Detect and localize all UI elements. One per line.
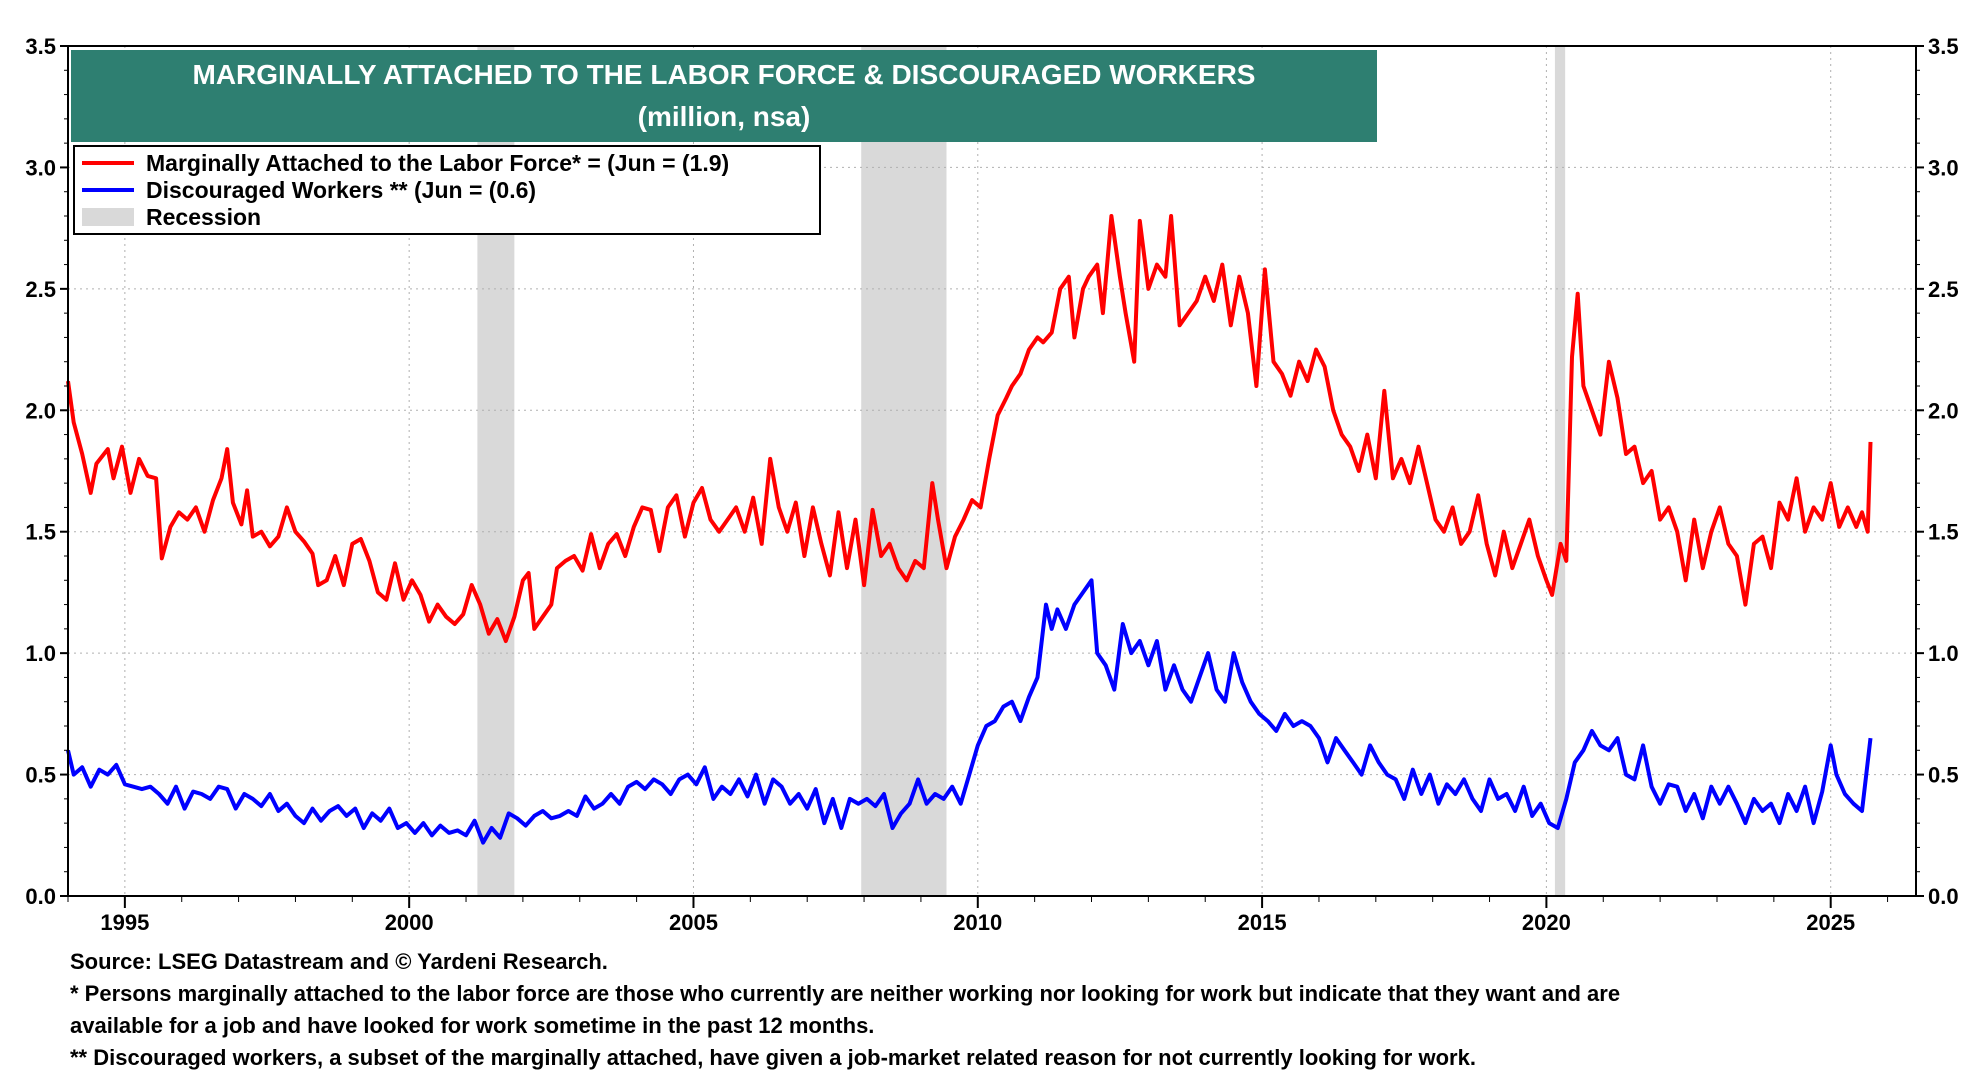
series-lines (66, 214, 1873, 845)
x-tick-label: 2010 (953, 910, 1002, 935)
y-tick-label-right: 3.5 (1928, 34, 1959, 59)
y-tick-label-left: 1.0 (25, 641, 56, 666)
recession-band-3 (1554, 46, 1566, 896)
y-tick-label-right: 1.5 (1928, 520, 1959, 545)
chart-subtitle: (million, nsa) (638, 101, 811, 132)
y-tick-label-right: 3.0 (1928, 155, 1959, 180)
x-tick-label: 2005 (669, 910, 718, 935)
legend-label-1: Marginally Attached to the Labor Force* … (146, 150, 729, 176)
footnotes: Source: LSEG Datastream and © Yardeni Re… (70, 946, 1950, 1074)
y-tick-label-left: 0.5 (25, 763, 56, 788)
chart-title: MARGINALLY ATTACHED TO THE LABOR FORCE &… (193, 59, 1256, 90)
legend: Marginally Attached to the Labor Force* … (73, 145, 821, 235)
plot-frame (67, 45, 1917, 897)
footnote-discouraged-workers: ** Discouraged workers, a subset of the … (70, 1045, 1476, 1070)
y-tick-label-left: 0.0 (25, 884, 56, 909)
series-line-discouraged-workers (66, 578, 1873, 845)
footnote-marginally-attached-line1: * Persons marginally attached to the lab… (70, 981, 1621, 1006)
y-tick-label-left: 3.5 (25, 34, 56, 59)
y-tick-label-left: 2.5 (25, 277, 56, 302)
y-tick-label-right: 1.0 (1928, 641, 1959, 666)
x-tick-label: 2015 (1238, 910, 1287, 935)
footnote-marginally-attached-line2: available for a job and have looked for … (70, 1013, 875, 1038)
legend-swatch-recession (82, 208, 134, 226)
x-tick-label: 2020 (1522, 910, 1571, 935)
title-background (71, 50, 1377, 142)
x-tick-label: 2000 (385, 910, 434, 935)
y-tick-label-left: 3.0 (25, 155, 56, 180)
source-note: Source: LSEG Datastream and © Yardeni Re… (70, 949, 608, 974)
legend-label-3: Recession (146, 204, 261, 230)
recession-band-2 (861, 46, 947, 896)
y-tick-label-right: 2.5 (1928, 277, 1959, 302)
y-tick-label-right: 0.0 (1928, 884, 1959, 909)
legend-box (73, 145, 821, 235)
y-tick-label-right: 0.5 (1928, 763, 1959, 788)
chart-title-box: MARGINALLY ATTACHED TO THE LABOR FORCE &… (71, 50, 1377, 142)
axes: 0.0 0.0 0.5 0.5 1.0 1.0 1.5 1.5 2.0 2.0 2.5 2.5 3.0 3… (25, 34, 1958, 935)
x-tick-label: 1995 (100, 910, 149, 935)
y-tick-label-left: 1.5 (25, 520, 56, 545)
series-line-marginally-attached (66, 214, 1873, 643)
x-tick-label: 2025 (1806, 910, 1855, 935)
y-tick-label-right: 2.0 (1928, 398, 1959, 423)
legend-label-2: Discouraged Workers ** (Jun = (0.6) (146, 177, 536, 203)
y-tick-label-left: 2.0 (25, 398, 56, 423)
